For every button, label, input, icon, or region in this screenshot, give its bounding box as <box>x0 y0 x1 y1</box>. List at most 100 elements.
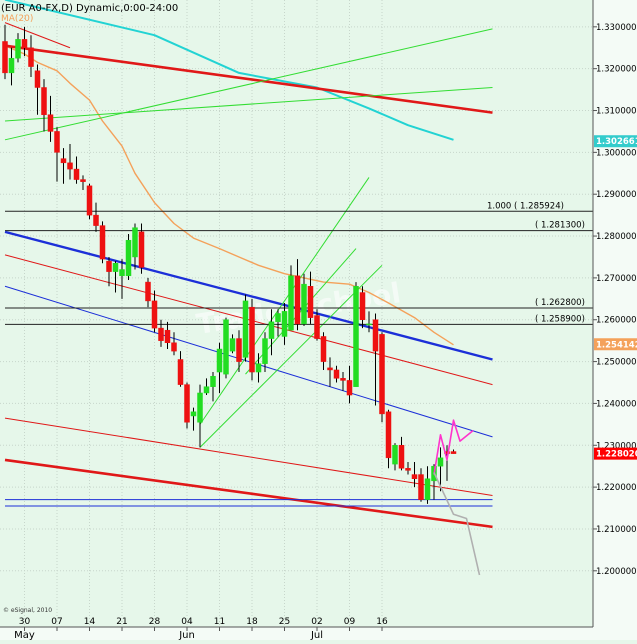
trend-line-green-thin <box>4 87 493 122</box>
candle-down <box>73 168 80 180</box>
price-label-box <box>594 338 637 351</box>
candle-down <box>372 319 379 352</box>
candle-down <box>320 336 327 362</box>
price-axis-panel <box>593 0 637 640</box>
candle-down <box>359 292 366 320</box>
candle-down <box>184 384 190 423</box>
month-label: Jun <box>178 630 195 640</box>
candle-down <box>171 342 177 352</box>
candle-down <box>177 359 184 385</box>
candle-up <box>112 262 119 272</box>
candle-up <box>392 445 398 465</box>
candle-down <box>314 315 320 339</box>
candle-up <box>15 39 21 59</box>
x-tick-label: 04 <box>181 617 193 627</box>
candle-down <box>99 225 106 260</box>
candle-up <box>268 321 275 339</box>
x-tick-label: 28 <box>149 617 161 627</box>
y-tick-label: 1.310000 <box>596 107 637 117</box>
candle-down <box>86 185 93 216</box>
candle-down <box>67 162 73 170</box>
candle-down <box>294 275 301 325</box>
trend-line-red-thin <box>4 417 493 496</box>
trend-line-green-thin <box>199 177 370 425</box>
candle-up <box>203 386 210 394</box>
candle-down <box>405 468 411 471</box>
y-tick-label: 1.250000 <box>596 358 637 368</box>
trend-line-red-thick <box>4 458 493 529</box>
x-tick-label: 14 <box>84 617 96 627</box>
candle-down <box>138 231 145 268</box>
candle-down <box>54 131 60 153</box>
trend-line-green-thin <box>4 28 493 141</box>
candle-layer <box>2 24 457 504</box>
candle-down <box>2 41 8 74</box>
candle-up <box>197 392 203 423</box>
x-tick-label: 21 <box>116 617 127 627</box>
time-axis: 30 07 14 21 28 04 11 18 25 02 09 16 May Jun Jul <box>0 617 637 641</box>
trend-line-layer <box>4 22 493 529</box>
candle-up <box>424 478 431 500</box>
candle-down <box>236 338 242 362</box>
fib-level-label: 1.000 ( 1.285924) <box>487 201 564 211</box>
candle-down <box>28 47 34 67</box>
candle-up <box>255 363 262 373</box>
trend-line-blue-thin <box>4 285 493 438</box>
trend-line-red-thick <box>4 44 493 114</box>
symbol-title: (EUR A0-FX,D) Dynamic,0:00-24:00 <box>1 3 178 14</box>
trend-line-green-thin <box>199 264 383 448</box>
candle-up <box>281 311 288 337</box>
time-axis-panel <box>0 627 637 640</box>
candle-up <box>216 348 223 373</box>
price-axis: 1.330000 1.320000 1.310000 1.300000 1.290000… <box>592 0 637 640</box>
x-tick-label: 30 <box>19 617 31 627</box>
y-tick-label: 1.330000 <box>596 23 637 33</box>
x-tick-label: 25 <box>279 617 290 627</box>
pattern-line <box>433 419 474 475</box>
candle-up <box>301 283 307 325</box>
y-tick-label: 1.290000 <box>596 190 637 200</box>
trend-line-blue-thick <box>4 230 493 361</box>
y-tick-label: 1.280000 <box>596 232 637 242</box>
candle-down <box>398 445 405 469</box>
candle-up <box>132 227 138 258</box>
candle-up <box>190 411 197 417</box>
y-tick-label: 1.230000 <box>596 441 637 451</box>
candle-up <box>288 275 294 331</box>
candle-up <box>275 313 281 323</box>
candle-down <box>385 411 392 459</box>
x-tick-label: 18 <box>246 617 258 627</box>
candle-up <box>8 57 15 74</box>
trend-line-red-thin <box>4 22 71 49</box>
ma-label: MA(20) <box>1 14 33 24</box>
y-tick-label: 1.320000 <box>596 65 637 75</box>
candle-down <box>151 300 158 329</box>
candle-up <box>125 239 132 277</box>
candle-up <box>223 319 229 375</box>
candle-down <box>418 474 424 500</box>
y-tick-label: 1.220000 <box>596 483 637 493</box>
x-tick-label: 16 <box>376 617 388 627</box>
month-label: Jul <box>310 630 323 640</box>
candle-down <box>450 451 457 454</box>
fib-level-label: ( 1.281300) <box>535 221 585 231</box>
y-tick-label: 1.210000 <box>596 525 637 535</box>
candle-up <box>119 269 125 277</box>
x-tick-label: 09 <box>344 617 356 627</box>
price-label: 1.228020 <box>596 450 637 460</box>
candle-down <box>41 87 47 115</box>
copyright-text: © eSignal, 2010 <box>3 607 52 614</box>
candle-down <box>346 380 353 396</box>
candle-down <box>333 369 340 379</box>
candle-down <box>249 306 255 373</box>
x-tick-label: 11 <box>214 617 225 627</box>
y-tick-label: 1.240000 <box>596 399 637 409</box>
fib-level-layer: 1.000 ( 1.285924) ( 1.281300) ( 1.262800) (… <box>5 201 593 325</box>
y-tick-label: 1.260000 <box>596 316 637 326</box>
candle-up <box>229 338 236 352</box>
grid <box>0 0 593 627</box>
candle-down <box>379 334 385 415</box>
candle-up <box>210 375 216 387</box>
